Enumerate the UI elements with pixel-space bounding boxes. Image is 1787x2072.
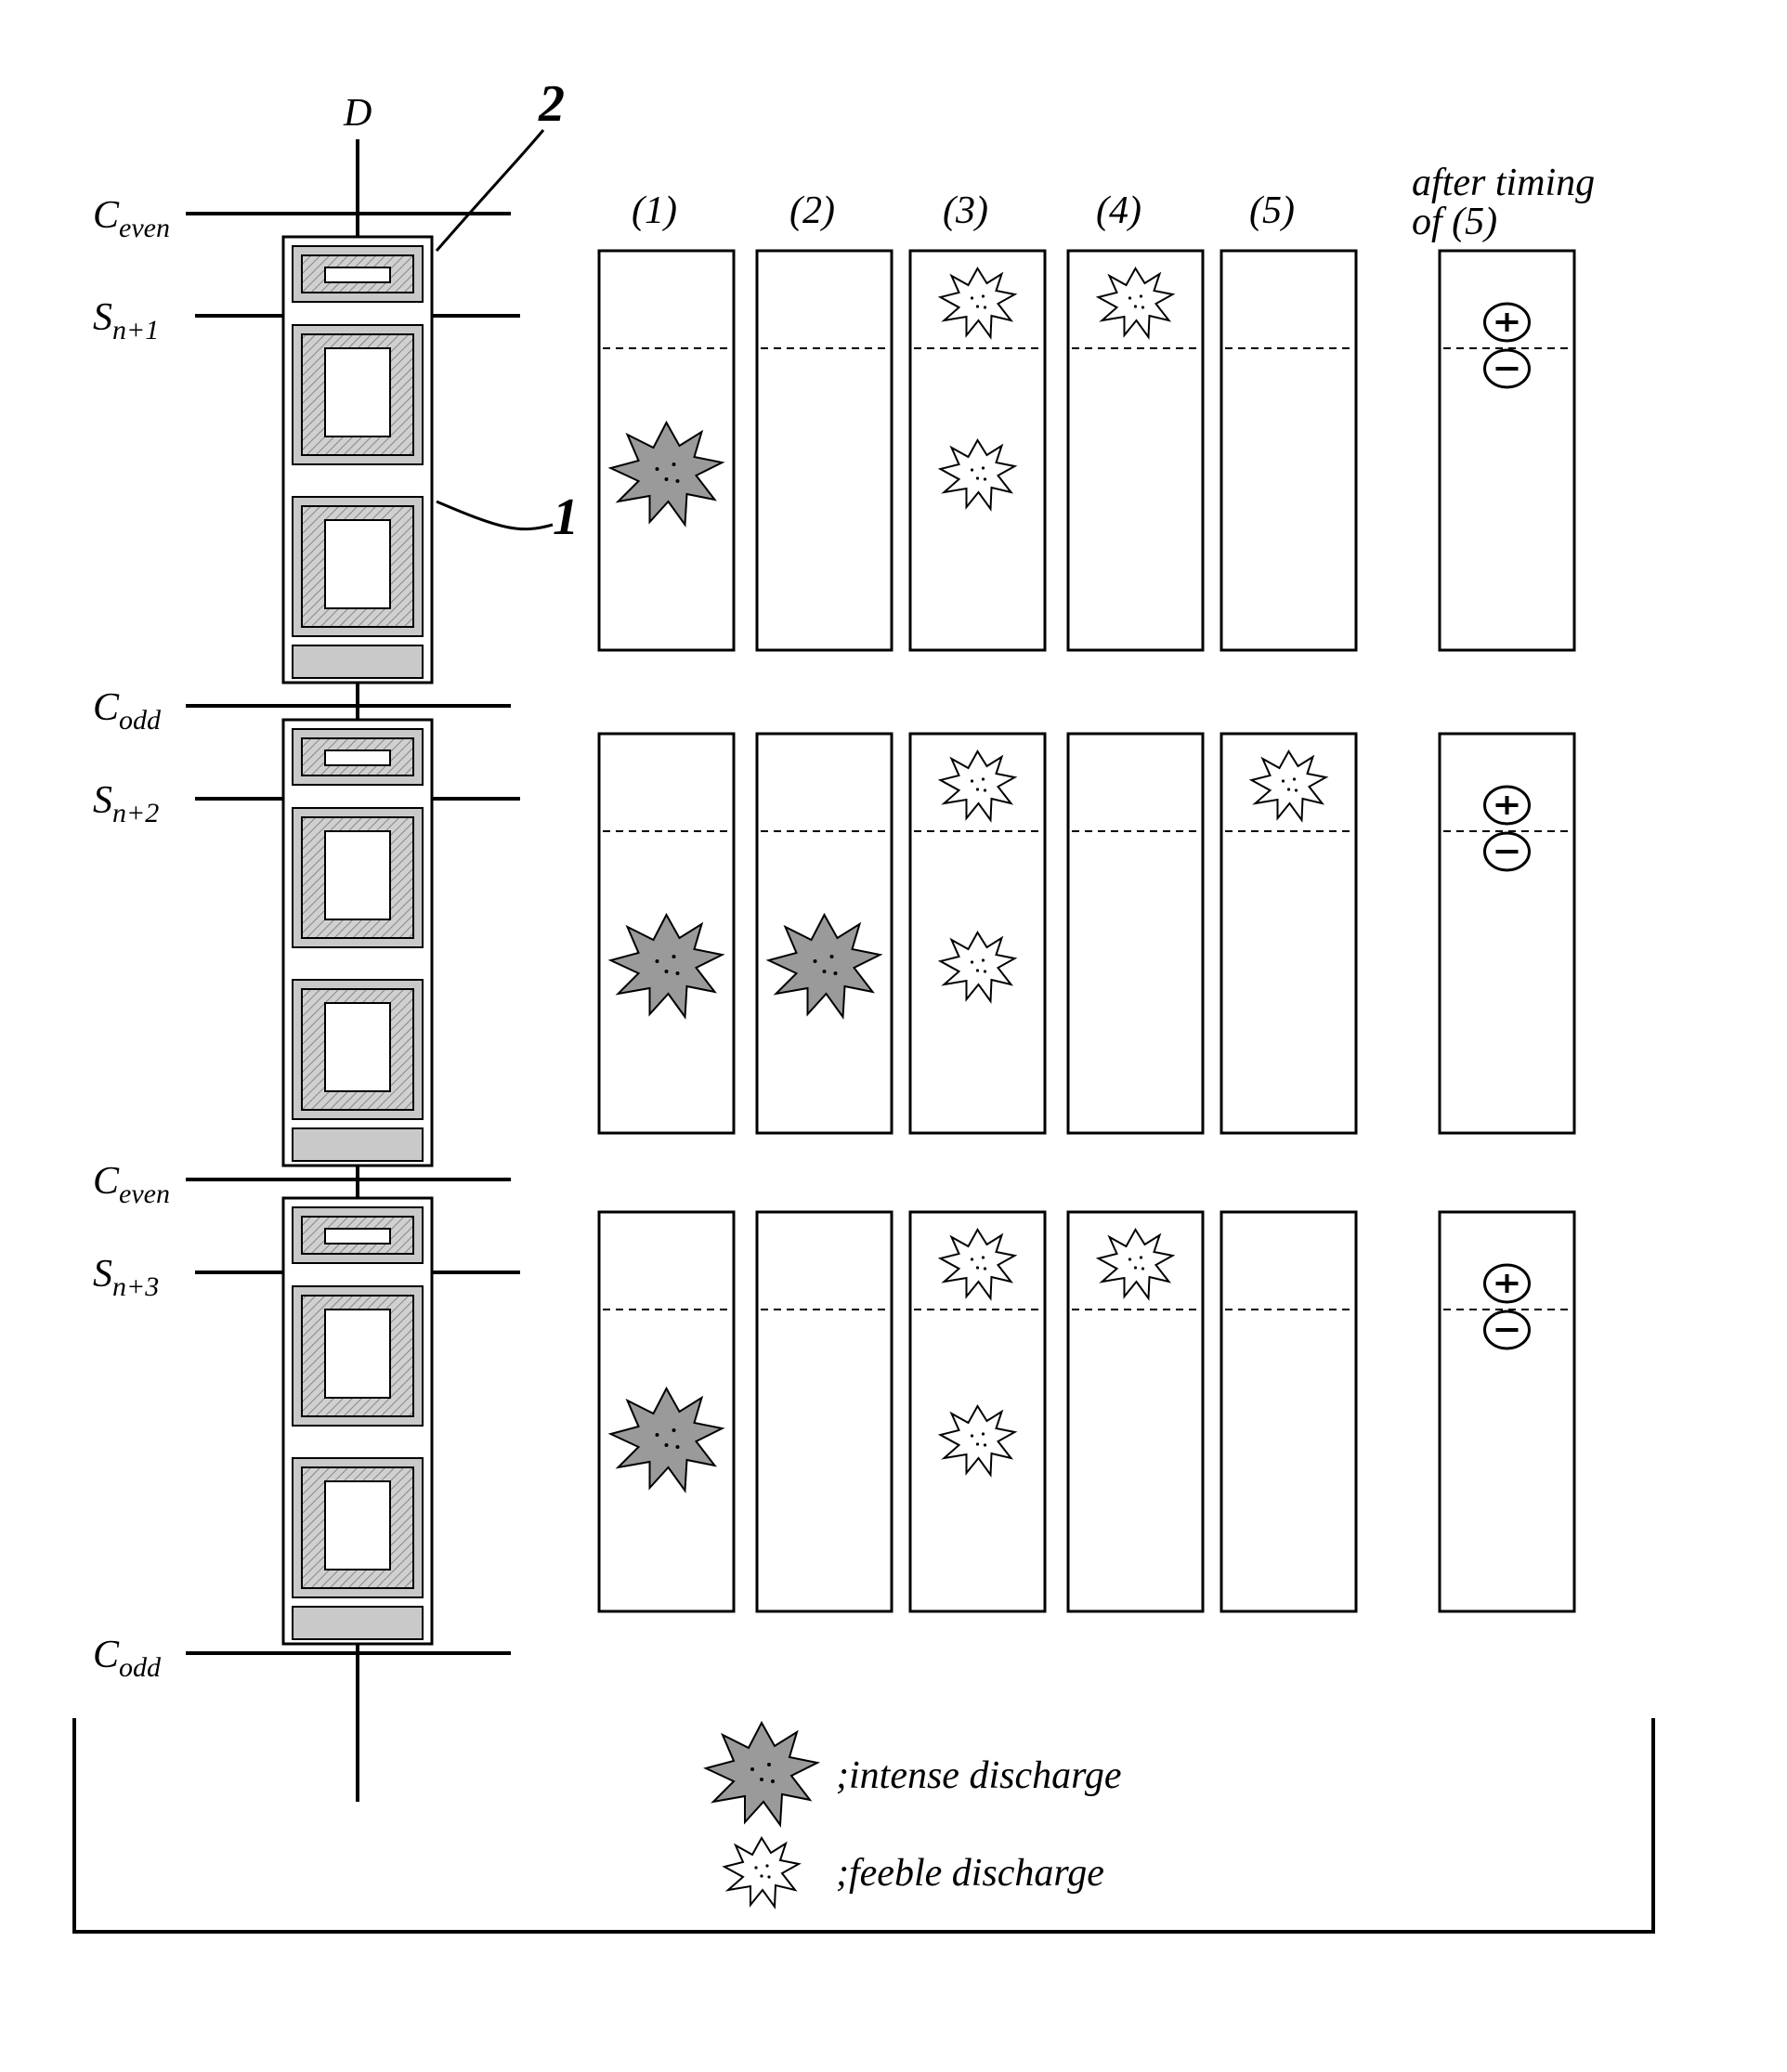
label-Sn1: Sn+1	[93, 296, 159, 345]
timing-cell	[757, 251, 892, 650]
callout-1: 1	[553, 489, 579, 546]
electrode-cell	[283, 237, 432, 683]
electrode-cell	[283, 720, 432, 1166]
timing-cell	[1068, 1212, 1203, 1611]
charge-plus	[1485, 1265, 1530, 1302]
col-label-2: (2)	[789, 189, 835, 232]
col-label-5: (5)	[1249, 189, 1295, 232]
charge-minus	[1485, 350, 1530, 387]
timing-grid	[599, 251, 1574, 1611]
col-label-4: (4)	[1096, 189, 1141, 232]
label-Codd2: Codd	[93, 1634, 162, 1683]
charge-plus	[1485, 304, 1530, 341]
timing-cell	[1068, 251, 1203, 650]
figure-root: Ceven Sn+1 Codd Sn+2 Ceven Sn+3 Codd D	[37, 37, 1750, 2035]
label-D: D	[343, 92, 372, 135]
timing-cell	[1221, 251, 1356, 650]
charge-minus	[1485, 833, 1530, 870]
timing-cell	[1221, 1212, 1356, 1611]
diagram-svg: Ceven Sn+1 Codd Sn+2 Ceven Sn+3 Codd D	[37, 37, 1750, 2035]
timing-cell	[757, 1212, 892, 1611]
after-timing-label: after timing of (5)	[1412, 162, 1605, 243]
label-Ceven2: Ceven	[93, 1160, 170, 1209]
legend: ;intense discharge ;feeble discharge	[706, 1723, 1122, 1907]
timing-cell	[1221, 734, 1356, 1133]
electrode-column: Ceven Sn+1 Codd Sn+2 Ceven Sn+3 Codd D	[93, 75, 579, 1802]
label-Sn2: Sn+2	[93, 779, 159, 828]
label-Sn3: Sn+3	[93, 1253, 159, 1302]
timing-cell	[910, 1212, 1045, 1611]
charge-minus	[1485, 1311, 1530, 1349]
legend-feeble: ;feeble discharge	[836, 1852, 1104, 1895]
timing-cell	[1068, 734, 1203, 1133]
callout-2: 2	[538, 75, 565, 133]
timing-cell	[910, 251, 1045, 650]
label-Ceven1: Ceven	[93, 194, 170, 243]
col-label-3: (3)	[943, 189, 988, 232]
electrode-cell	[283, 1198, 432, 1644]
label-Codd1: Codd	[93, 686, 162, 736]
legend-intense: ;intense discharge	[836, 1754, 1122, 1797]
col-label-1: (1)	[632, 189, 677, 232]
charge-plus	[1485, 787, 1530, 824]
